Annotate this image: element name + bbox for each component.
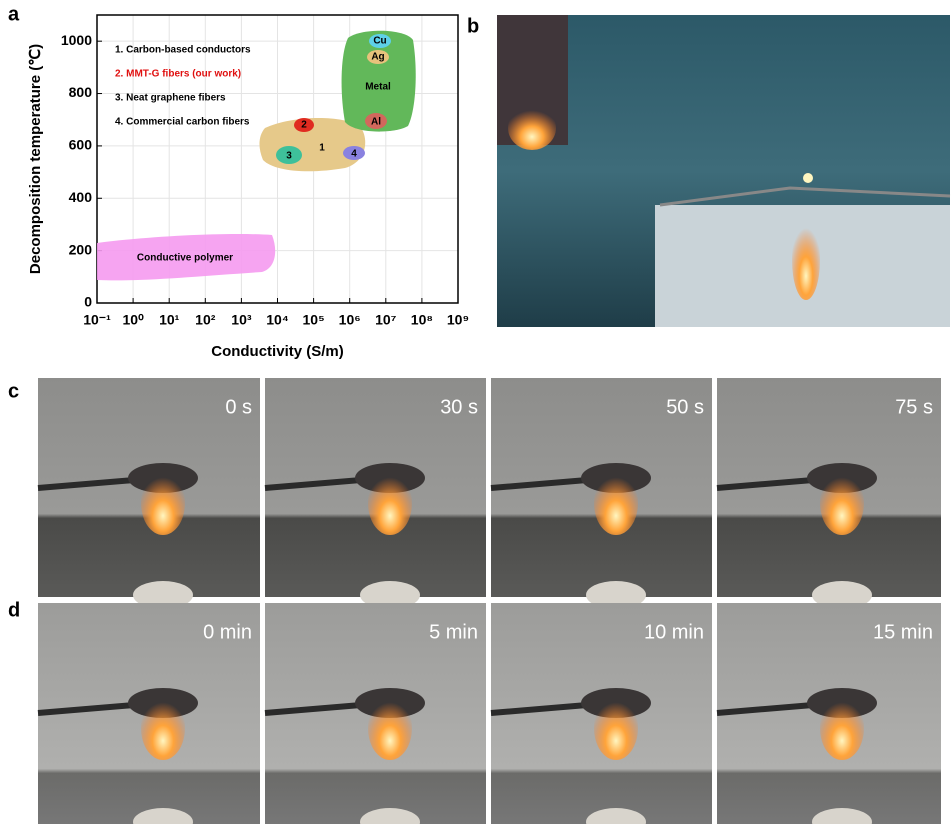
x-tick-label: 10⁰ [123,312,145,328]
photo-caption: 0 min [203,621,252,643]
flame [594,471,638,535]
y-tick-label: 1000 [61,32,92,48]
y-tick-label: 800 [69,84,93,100]
photo-b [497,15,950,327]
region-label: 1 [319,143,325,154]
x-axis-label: Conductivity (S/m) [211,343,344,360]
region-label: Al [371,117,381,128]
legend-entry: 2. MMT-G fibers (our work) [115,69,241,80]
legend-entry: 1. Carbon-based conductors [115,45,251,56]
flame [820,471,864,535]
photo-caption: 10 min [644,621,704,643]
x-tick-label: 10³ [231,312,252,328]
photo-caption: 0 s [225,396,252,418]
panel-label: d [8,599,20,621]
y-tick-label: 400 [69,189,93,205]
page: a b c d 0200400600800100010⁻¹10⁰10¹10²10… [0,0,951,824]
led [803,173,813,183]
photo-caption: 75 s [895,396,933,418]
x-tick-label: 10⁻¹ [83,312,111,328]
photo-caption: 50 s [666,396,704,418]
flame [141,696,185,760]
y-axis-label: Decomposition temperature (℃) [27,44,44,274]
x-tick-label: 10⁵ [303,312,325,328]
panel-label: c [8,380,19,402]
flame [368,696,412,760]
x-tick-label: 10⁴ [266,312,289,328]
x-tick-label: 10⁹ [447,312,469,328]
x-tick-label: 10² [195,312,216,328]
x-tick-label: 10¹ [159,312,180,328]
region-label: Metal [365,82,391,93]
inset-glow [508,106,556,150]
flame [141,471,185,535]
region-label: 4 [351,149,357,160]
y-tick-label: 0 [84,294,92,310]
flame [792,220,820,300]
flame [594,696,638,760]
region-label: 2 [301,120,307,131]
x-tick-label: 10⁸ [411,312,433,328]
x-tick-label: 10⁶ [339,312,361,328]
x-tick-label: 10⁷ [375,312,397,328]
figure: a b c d 0200400600800100010⁻¹10⁰10¹10²10… [0,0,951,824]
flame [368,471,412,535]
y-tick-label: 200 [69,241,93,257]
photo-caption: 15 min [873,621,933,643]
panel-label: b [467,15,479,37]
region-label: Ag [371,52,384,63]
flame [820,696,864,760]
photo-rows: 0 s 30 s 50 s 75 s 0 min 5 min 10 min 15 min [38,378,941,824]
legend-entry: 4. Commercial carbon fibers [115,117,250,128]
y-tick-label: 600 [69,137,93,153]
legend-entry: 3. Neat graphene fibers [115,93,226,104]
panel-label: a [8,3,20,25]
region-label: 3 [286,151,292,162]
photo-caption: 5 min [429,621,478,643]
region-label: Conductive polymer [137,253,233,264]
region-label: Cu [373,36,386,47]
photo-caption: 30 s [440,396,478,418]
